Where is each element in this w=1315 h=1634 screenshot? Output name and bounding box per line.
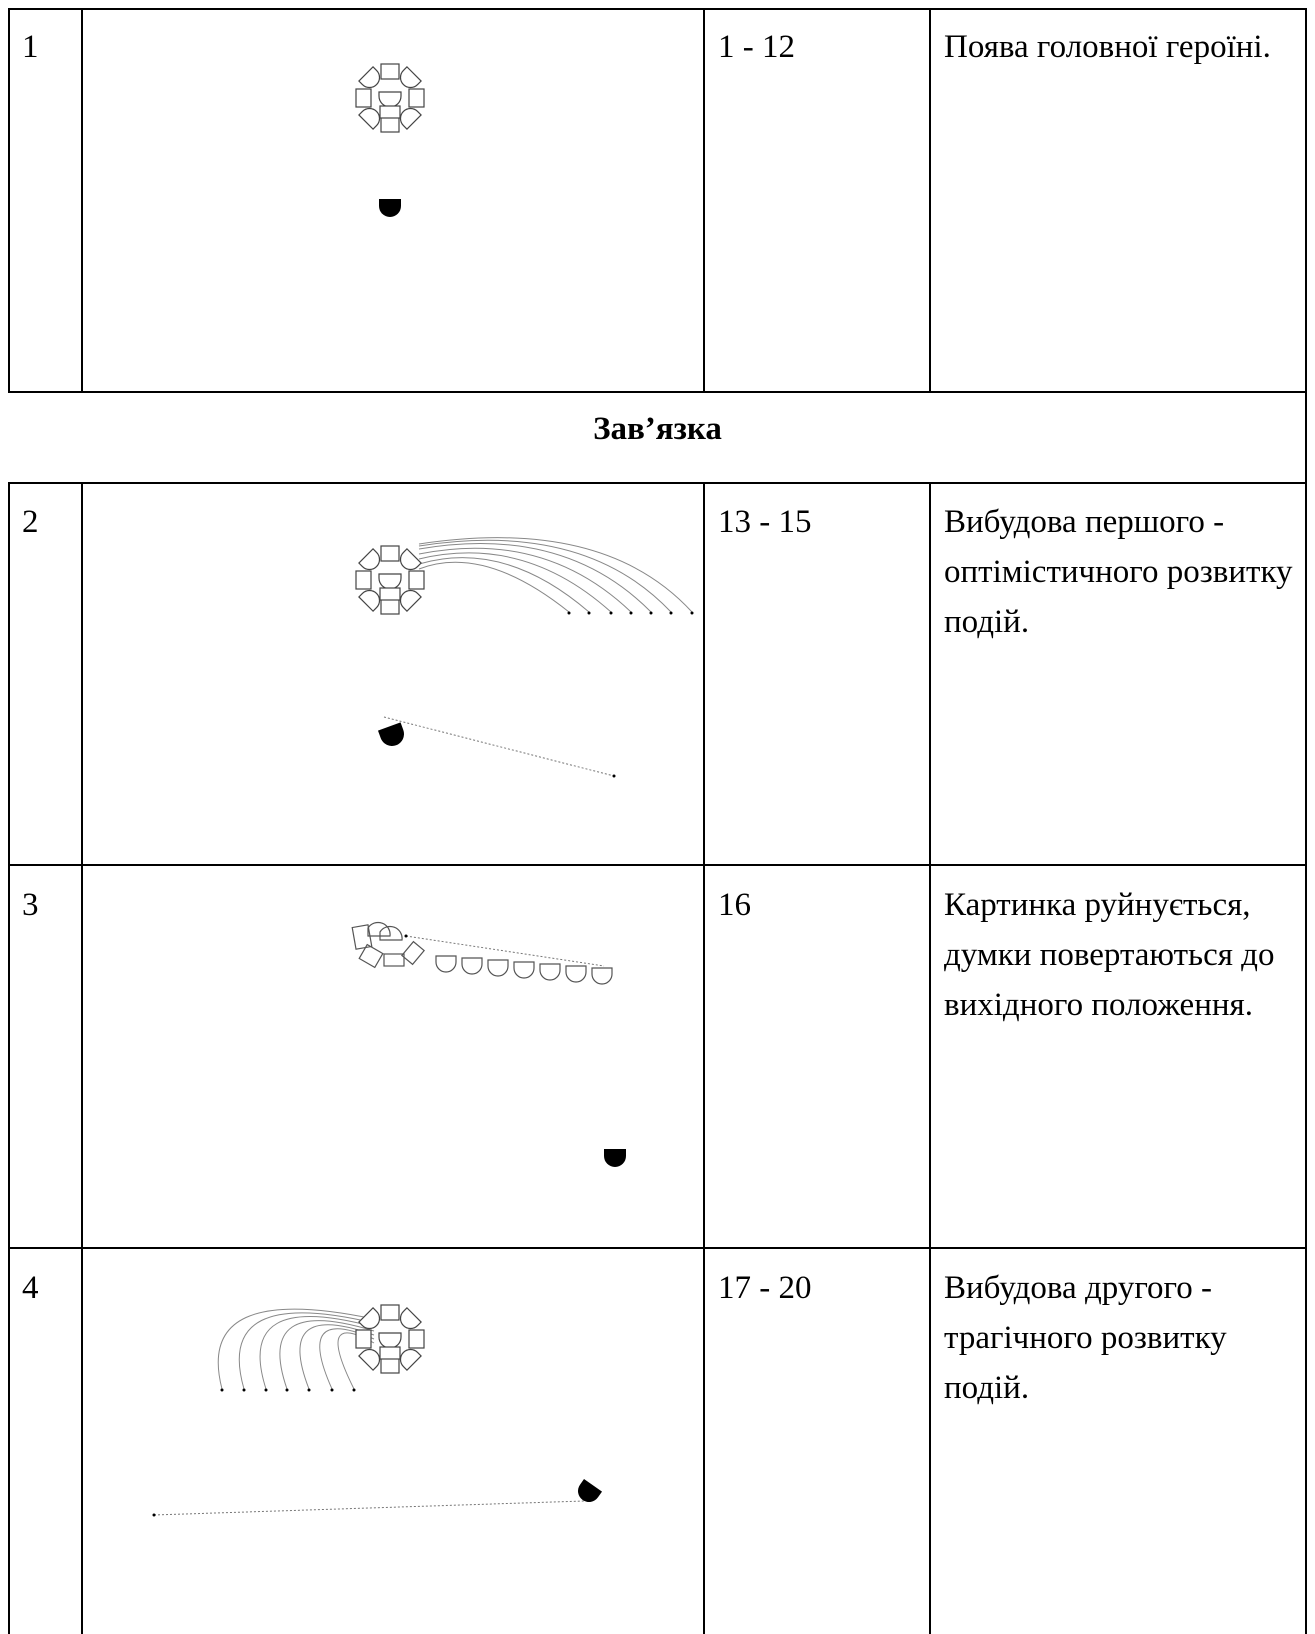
half-circle-figure-icon — [578, 1478, 603, 1502]
scattered-petals — [351, 921, 425, 969]
row-3-frames: 16 — [718, 887, 751, 923]
arc-end-dots — [220, 1388, 356, 1392]
row-4-frames: 17 - 20 — [718, 1270, 812, 1306]
row-3-description: Картинка руйнується, думки повертаються … — [944, 887, 1275, 1023]
row-2-frames: 13 - 15 — [718, 504, 812, 540]
direction-line — [383, 716, 615, 777]
flower-cluster-icon — [355, 1304, 425, 1374]
table-border-left — [8, 482, 10, 1634]
row-4-description: Вибудова другого - трагічного розвитку п… — [944, 1270, 1227, 1406]
row-1-sketch — [355, 63, 425, 217]
row-2-number: 2 — [22, 504, 39, 540]
column-divider — [703, 482, 705, 1634]
cup-row — [435, 955, 613, 985]
half-circle-figure-icon — [377, 722, 404, 746]
table-border-top — [8, 8, 1307, 10]
column-divider — [703, 8, 705, 391]
row-1-frames: 1 - 12 — [718, 29, 795, 65]
column-divider — [81, 482, 83, 1634]
arc-end-dots — [567, 611, 694, 615]
column-divider — [929, 8, 931, 391]
section-heading: Зав’язка — [593, 411, 722, 447]
flower-cluster-icon — [355, 545, 425, 615]
row-2-sketch — [355, 537, 694, 778]
half-circle-figure-icon — [604, 1149, 626, 1167]
table-border-left — [8, 8, 10, 391]
arc-paths — [217, 1308, 375, 1390]
direction-line — [153, 1500, 585, 1516]
row-divider — [8, 864, 1307, 866]
row-3-sketch — [351, 921, 626, 1167]
row-divider — [8, 1247, 1307, 1249]
row-4-number: 4 — [22, 1270, 39, 1306]
table-border-right — [1305, 482, 1307, 1634]
row-1-description: Поява головної героїні. — [944, 29, 1271, 65]
row-divider — [8, 391, 1307, 393]
row-1-number: 1 — [22, 29, 39, 65]
row-divider — [8, 482, 1307, 484]
flower-cluster-icon — [355, 63, 425, 133]
table-border-right — [1305, 8, 1307, 484]
column-divider — [81, 8, 83, 391]
half-circle-figure-icon — [379, 199, 401, 217]
arc-paths — [418, 537, 693, 613]
row-3-number: 3 — [22, 887, 39, 923]
row-2-description: Вибудова першого - оптімістичного розвит… — [944, 504, 1293, 640]
column-divider — [929, 482, 931, 1634]
row-4-sketch — [152, 1304, 603, 1517]
direction-line — [405, 935, 605, 967]
